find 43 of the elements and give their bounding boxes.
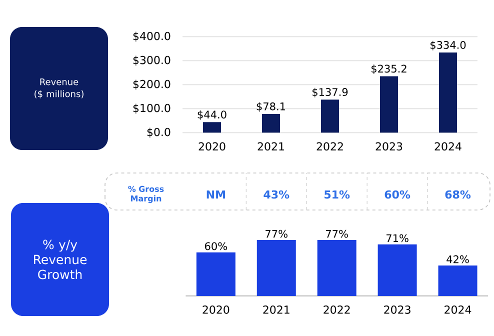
text: 68% bbox=[445, 190, 471, 199]
y-axis-title: Revenue ($ millions) bbox=[34, 78, 84, 98]
x-tick-label: 2022 bbox=[324, 306, 350, 314]
y-tick-label: $0.0 bbox=[147, 128, 170, 138]
bar bbox=[321, 100, 340, 133]
data-label: 42% bbox=[446, 255, 469, 264]
bar bbox=[256, 240, 296, 296]
data-label: 77% bbox=[326, 230, 348, 238]
bar bbox=[262, 114, 280, 133]
y-tick-label: $100.0 bbox=[133, 104, 170, 114]
x-tick-label: 2022 bbox=[316, 142, 343, 151]
bar bbox=[203, 122, 222, 133]
x-tick-label: 2024 bbox=[434, 142, 462, 151]
text: 60% bbox=[384, 190, 410, 199]
x-tick-label: 2023 bbox=[384, 306, 410, 314]
data-label: $137.9 bbox=[312, 88, 348, 98]
bar bbox=[380, 76, 398, 133]
x-tick-label: 2024 bbox=[444, 306, 472, 314]
data-label: $334.0 bbox=[430, 40, 466, 50]
x-tick-label: 2023 bbox=[376, 142, 402, 151]
bar bbox=[378, 244, 417, 296]
data-label: 77% bbox=[266, 230, 288, 238]
data-label: 60% bbox=[205, 242, 228, 250]
text: 51% bbox=[324, 190, 350, 199]
y-tick-label: $400.0 bbox=[133, 32, 170, 42]
x-tick-label: 2020 bbox=[202, 306, 230, 314]
bar bbox=[196, 252, 236, 296]
data-label: $44.0 bbox=[198, 110, 226, 120]
data-label: $235.2 bbox=[372, 64, 406, 74]
bar bbox=[439, 52, 457, 133]
text: 43% bbox=[264, 190, 290, 199]
y-axis-title: % y/y Revenue Growth bbox=[34, 240, 87, 280]
x-tick-label: 2021 bbox=[263, 306, 290, 314]
text: % Gross Margin bbox=[128, 186, 164, 204]
data-label: $78.1 bbox=[256, 102, 286, 112]
x-tick-label: 2021 bbox=[258, 142, 284, 151]
x-tick-label: 2020 bbox=[198, 142, 226, 151]
text: NM bbox=[206, 190, 225, 198]
data-label: 71% bbox=[386, 234, 408, 242]
y-tick-label: $300.0 bbox=[133, 56, 170, 66]
bar bbox=[438, 265, 478, 296]
y-tick-label: $200.0 bbox=[133, 80, 170, 90]
bar bbox=[317, 240, 356, 296]
